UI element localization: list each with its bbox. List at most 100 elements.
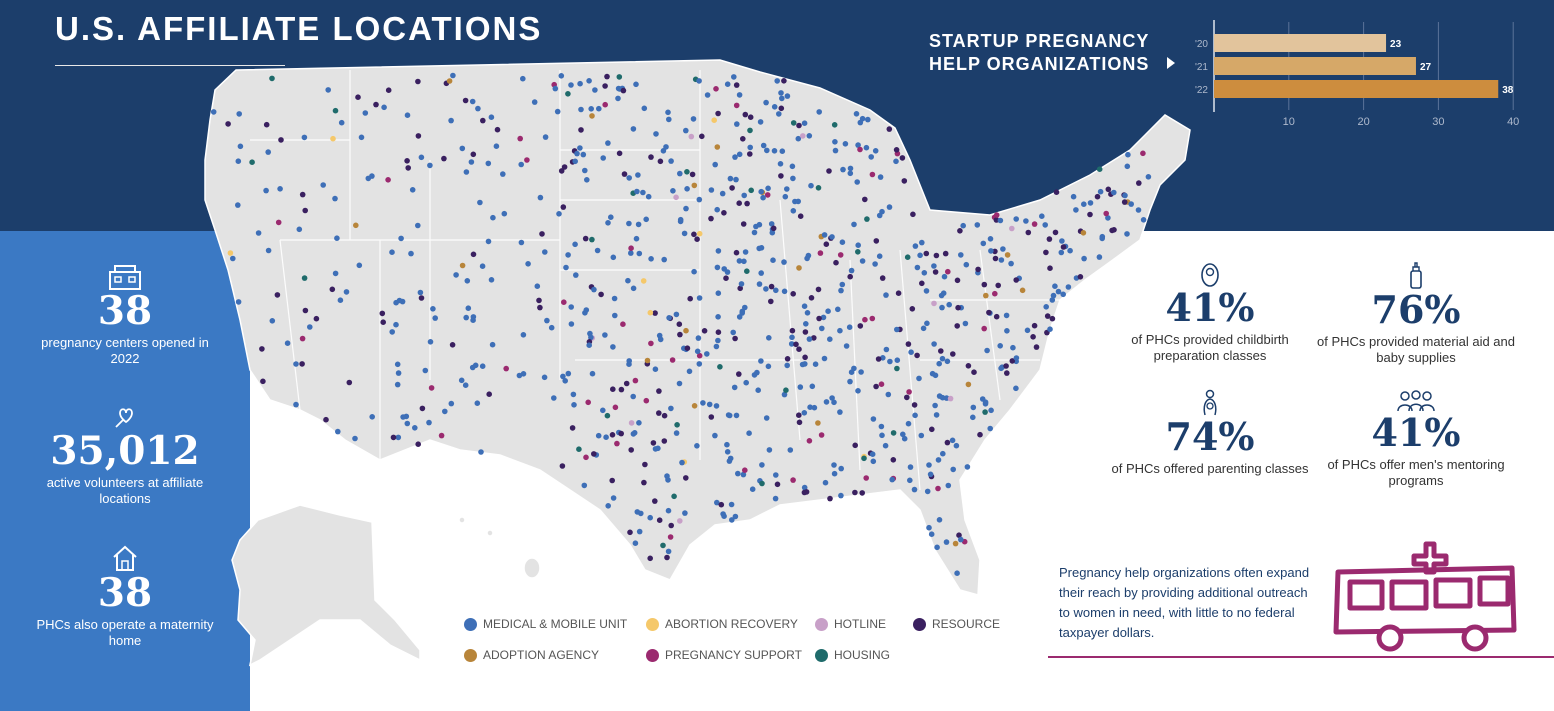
location-dot: [652, 310, 658, 316]
legend-swatch: [646, 648, 659, 662]
location-dot: [736, 92, 743, 98]
location-dot: [950, 351, 956, 357]
location-dot: [933, 412, 940, 418]
building-icon: [109, 265, 141, 290]
location-dot: [493, 143, 500, 149]
location-dot: [665, 507, 672, 514]
location-dot: [661, 412, 668, 419]
location-dot: [393, 299, 399, 306]
location-dot: [462, 382, 469, 389]
location-dot: [823, 241, 830, 247]
location-dot: [1121, 199, 1128, 205]
location-dot: [210, 109, 217, 115]
location-dot: [610, 495, 617, 501]
location-dot: [977, 431, 983, 438]
location-dot: [534, 283, 541, 290]
location-dot: [275, 219, 282, 226]
location-dot: [906, 389, 912, 395]
location-dot: [479, 363, 486, 370]
location-dot: [696, 78, 702, 84]
location-dot: [656, 388, 662, 394]
location-dot: [926, 524, 932, 531]
location-dot: [729, 517, 735, 523]
location-dot: [911, 486, 918, 493]
location-dot: [307, 324, 313, 330]
location-dot: [832, 139, 838, 145]
location-dot: [802, 329, 809, 335]
location-dot: [489, 341, 496, 348]
location-dot: [801, 484, 808, 491]
location-dot: [334, 235, 340, 241]
location-dot: [674, 422, 680, 428]
location-dot: [878, 423, 885, 430]
location-dot: [947, 395, 954, 402]
location-dot: [790, 291, 796, 297]
location-dot: [448, 400, 455, 407]
location-dot: [912, 412, 918, 419]
location-dot: [643, 397, 650, 404]
location-dot: [479, 263, 486, 270]
location-dot: [727, 455, 734, 462]
stat-value: 38: [97, 288, 153, 334]
location-dot: [665, 477, 671, 483]
location-dot: [770, 225, 777, 232]
location-dot: [731, 384, 738, 391]
location-dot: [249, 159, 255, 165]
location-dot: [970, 414, 976, 421]
location-dot: [1081, 201, 1087, 207]
location-dot: [855, 249, 861, 255]
location-dot: [763, 286, 769, 292]
location-dot: [381, 104, 387, 111]
location-dot: [796, 265, 802, 271]
location-dot: [914, 264, 921, 271]
location-dot: [648, 340, 654, 347]
location-dot: [277, 186, 283, 192]
location-dot: [353, 222, 359, 229]
location-dot: [753, 223, 759, 230]
location-dot: [673, 311, 680, 318]
location-dot: [394, 381, 401, 388]
location-dot: [537, 194, 544, 201]
location-dot: [747, 151, 753, 157]
location-dot: [641, 105, 648, 112]
location-dot: [369, 414, 376, 420]
location-dot: [583, 454, 589, 461]
location-dot: [837, 252, 844, 258]
location-dot: [470, 251, 477, 258]
location-dot: [917, 252, 923, 259]
location-dot: [1125, 151, 1131, 158]
location-dot: [299, 335, 306, 342]
location-dot: [759, 480, 765, 487]
category-label: '21: [1195, 62, 1208, 73]
legend-item: HOTLINE: [815, 617, 886, 631]
location-dot: [684, 186, 690, 192]
location-dot: [728, 501, 735, 508]
location-dot: [944, 358, 951, 365]
location-dot: [862, 196, 868, 203]
location-dot: [851, 365, 857, 372]
location-dot: [714, 264, 721, 271]
location-dot: [263, 121, 270, 128]
location-dot: [577, 80, 583, 87]
location-dot: [1039, 213, 1045, 219]
location-dot: [520, 75, 526, 82]
location-dot: [733, 102, 740, 109]
location-dot: [882, 442, 889, 449]
location-dot: [635, 221, 642, 228]
location-dot: [556, 211, 562, 217]
location-dot: [274, 292, 281, 298]
location-dot: [578, 106, 584, 113]
location-dot: [923, 288, 930, 294]
location-dot: [847, 378, 853, 385]
legend-swatch: [815, 648, 828, 662]
legend-label: RESOURCE: [932, 617, 1001, 631]
hawaii-island-1: [458, 516, 466, 524]
startup-bar-chart: 10 20 30 40 '20 23 '21 27 '22 38: [1195, 20, 1519, 128]
location-dot: [988, 407, 994, 414]
location-dot: [870, 458, 877, 465]
location-dot: [595, 432, 602, 439]
location-dot: [872, 148, 879, 154]
location-dot: [921, 270, 928, 276]
location-dot: [804, 310, 811, 316]
location-dot: [551, 395, 557, 401]
